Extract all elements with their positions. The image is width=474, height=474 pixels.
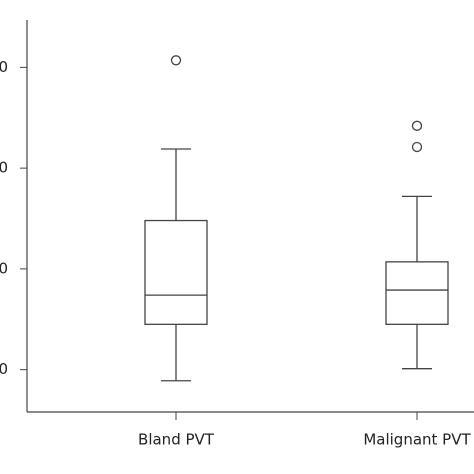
y-tick-label: 0 [0, 159, 8, 177]
outlier [170, 55, 182, 66]
x-tick-label: Malignant PVT [363, 431, 471, 449]
y-tick-label: 0 [0, 360, 8, 378]
y-tick-label: 0 [0, 58, 8, 76]
outlier [411, 141, 423, 153]
y-tick-label: 0 [0, 259, 8, 277]
outlier [411, 120, 423, 131]
box [144, 219, 208, 325]
x-tick-label: Bland PVT [138, 431, 215, 449]
box [385, 261, 449, 325]
